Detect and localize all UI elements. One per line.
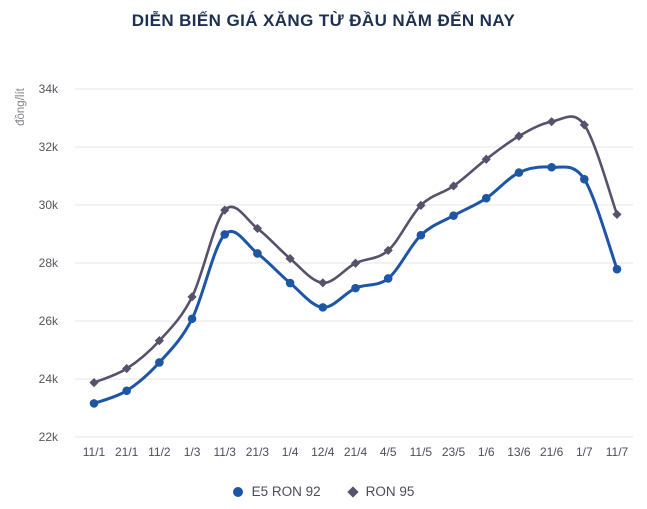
data-point-e5-ron-92[interactable]: [481, 193, 491, 203]
data-point-e5-ron-92[interactable]: [155, 358, 164, 367]
x-tick-label: 23/5: [442, 445, 466, 459]
data-point-e5-ron-92[interactable]: [416, 230, 426, 240]
y-tick-label: 30k: [39, 198, 59, 212]
data-point-ron-95[interactable]: [579, 120, 589, 130]
data-point-e5-ron-92[interactable]: [612, 264, 622, 274]
data-point-ron-95[interactable]: [612, 209, 622, 220]
legend-label-ron-95: RON 95: [365, 484, 415, 499]
y-tick-label: 26k: [39, 314, 59, 328]
data-point-ron-95[interactable]: [383, 245, 393, 256]
x-tick-label: 1/4: [282, 445, 299, 459]
data-point-ron-95[interactable]: [89, 377, 99, 388]
data-point-e5-ron-92[interactable]: [383, 274, 393, 283]
x-tick-label: 11/3: [214, 445, 237, 459]
y-tick-label: 34k: [39, 82, 59, 96]
y-tick-label: 22k: [39, 430, 59, 444]
data-point-ron-95[interactable]: [318, 278, 328, 288]
data-point-e5-ron-92[interactable]: [89, 399, 99, 408]
series-line-ron-95: [92, 115, 619, 384]
data-point-e5-ron-92[interactable]: [122, 386, 131, 396]
data-point-ron-95[interactable]: [514, 131, 524, 141]
data-point-e5-ron-92[interactable]: [253, 249, 262, 258]
x-tick-label: 11/7: [606, 445, 629, 459]
data-point-ron-95[interactable]: [448, 181, 459, 191]
x-tick-label: 1/7: [576, 445, 593, 459]
data-point-e5-ron-92[interactable]: [285, 278, 295, 288]
data-point-ron-95[interactable]: [220, 205, 230, 215]
diamond-marker-icon: [346, 485, 359, 498]
data-point-e5-ron-92[interactable]: [449, 211, 458, 220]
y-tick-label: 24k: [39, 372, 59, 386]
data-point-ron-95[interactable]: [187, 292, 197, 302]
x-tick-label: 21/3: [246, 445, 270, 459]
circle-marker-icon: [232, 486, 243, 497]
data-point-ron-95[interactable]: [350, 258, 361, 268]
x-tick-label: 4/5: [380, 445, 397, 459]
data-point-ron-95[interactable]: [285, 253, 295, 264]
x-tick-label: 21/1: [115, 445, 139, 459]
data-point-ron-95[interactable]: [547, 117, 557, 127]
data-point-ron-95[interactable]: [252, 223, 263, 234]
data-point-e5-ron-92[interactable]: [547, 162, 556, 172]
y-tick-label: 28k: [39, 256, 59, 270]
chart-title: DIỄN BIẾN GIÁ XĂNG TỪ ĐẦU NĂM ĐẾN NAY: [131, 11, 516, 30]
data-point-e5-ron-92[interactable]: [351, 283, 360, 293]
x-tick-label: 12/4: [311, 445, 335, 459]
data-point-e5-ron-92[interactable]: [514, 168, 524, 177]
x-tick-label: 11/5: [410, 445, 433, 459]
data-point-e5-ron-92[interactable]: [318, 303, 328, 312]
x-tick-label: 1/6: [478, 445, 495, 459]
legend-label-e5-ron-92: E5 RON 92: [251, 484, 321, 499]
x-tick-label: 21/4: [344, 445, 368, 459]
data-point-e5-ron-92[interactable]: [580, 174, 589, 184]
data-point-e5-ron-92[interactable]: [220, 230, 230, 239]
chart-legend: E5 RON 92 RON 95: [0, 484, 647, 499]
data-point-ron-95[interactable]: [416, 200, 426, 210]
x-tick-label: 1/3: [184, 445, 201, 459]
data-point-ron-95[interactable]: [122, 363, 132, 374]
x-tick-label: 11/2: [148, 445, 171, 459]
x-tick-label: 13/6: [507, 445, 531, 459]
legend-item-ron-95[interactable]: RON 95: [346, 484, 415, 499]
data-point-ron-95[interactable]: [481, 154, 491, 164]
x-tick-label: 11/1: [83, 445, 106, 459]
x-tick-label: 21/6: [540, 445, 564, 459]
data-point-ron-95[interactable]: [154, 336, 164, 346]
data-point-e5-ron-92[interactable]: [187, 314, 197, 324]
y-tick-label: 32k: [39, 140, 59, 154]
legend-item-e5-ron-92[interactable]: E5 RON 92: [232, 484, 321, 499]
